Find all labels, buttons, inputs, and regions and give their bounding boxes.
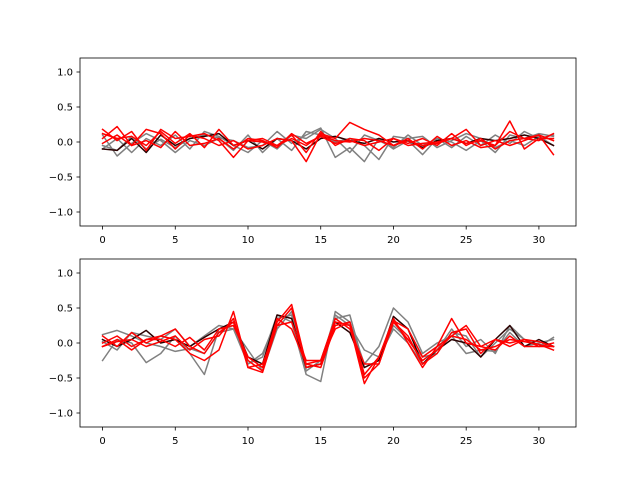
x-tick-label: 0 [99, 235, 105, 246]
x-tick-label: 10 [242, 235, 255, 246]
series-line-2 [101, 128, 555, 154]
bottom-subplot: 0 5 10 15 20 25 30 1.0 0.5 0.0 −0.5 −1.0 [49, 258, 577, 447]
series-line-7 [101, 130, 555, 150]
x-tick-label: 5 [172, 235, 178, 246]
series-line-6 [101, 317, 555, 369]
x-tick-label: 15 [314, 235, 327, 246]
series-line-6 [101, 128, 555, 154]
x-tick-label: 20 [387, 436, 400, 447]
x-tick-label: 25 [460, 436, 473, 447]
y-tick-label: 1.0 [57, 68, 73, 79]
y-tick-label: −1.0 [49, 208, 73, 219]
y-tick-label: 0.0 [57, 138, 73, 149]
y-tick-label: 1.0 [57, 269, 73, 280]
y-tick-label: −1.0 [49, 409, 73, 420]
x-tick-label: 5 [172, 436, 178, 447]
x-tick-label: 0 [99, 436, 105, 447]
top-subplot: 0 5 10 15 20 25 30 1.0 0.5 0.0 −0.5 −1.0 [49, 57, 577, 246]
series-line-5 [101, 120, 555, 163]
y-tick-label: 0.5 [57, 304, 73, 315]
y-tick-label: 0.0 [57, 339, 73, 350]
x-tick-label: 15 [314, 436, 327, 447]
x-tick-label: 10 [242, 436, 255, 447]
y-tick-label: −0.5 [49, 173, 73, 184]
y-tick-label: −0.5 [49, 374, 73, 385]
x-tick-label: 30 [533, 436, 546, 447]
series-line-7 [101, 317, 555, 376]
x-tick-label: 20 [387, 235, 400, 246]
x-tick-label: 25 [460, 235, 473, 246]
x-tick-label: 30 [533, 235, 546, 246]
y-tick-label: 0.5 [57, 103, 73, 114]
